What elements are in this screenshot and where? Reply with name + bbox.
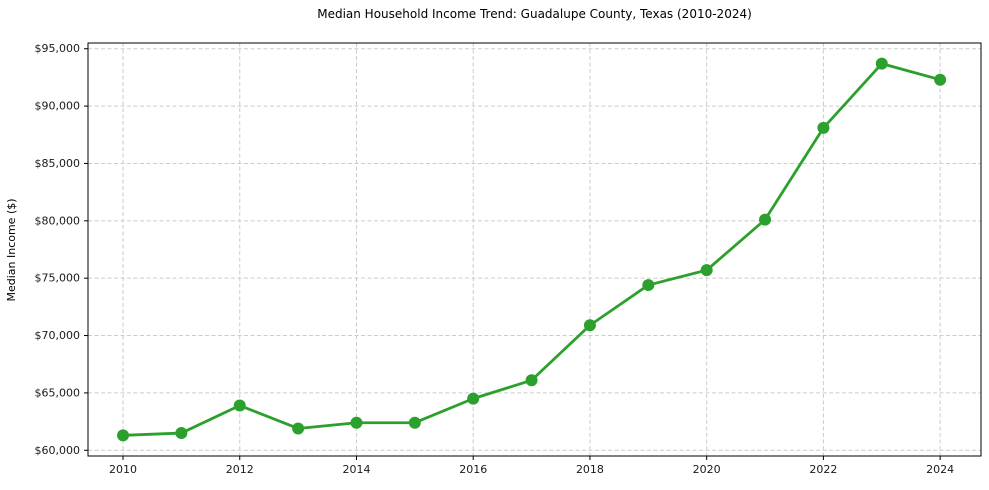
data-point — [408, 416, 421, 429]
data-point — [350, 416, 363, 429]
data-point — [642, 279, 655, 292]
y-tick-label: $85,000 — [35, 157, 81, 170]
data-point — [759, 213, 772, 226]
data-point — [583, 319, 596, 332]
y-tick-label: $95,000 — [35, 42, 81, 55]
data-point — [525, 374, 538, 387]
y-tick-label: $70,000 — [35, 329, 81, 342]
y-tick-label: $90,000 — [35, 100, 81, 113]
x-tick-label: 2022 — [809, 463, 837, 476]
data-point — [175, 427, 188, 440]
plot-frame — [87, 42, 982, 457]
x-tick-label: 2024 — [926, 463, 954, 476]
data-point — [117, 429, 130, 442]
x-tick-label: 2018 — [576, 463, 604, 476]
y-tick-label: $80,000 — [35, 214, 81, 227]
data-point — [934, 73, 947, 86]
data-point — [700, 264, 713, 277]
x-tick-label: 2016 — [459, 463, 487, 476]
x-tick-label: 2014 — [342, 463, 370, 476]
data-point — [233, 399, 246, 412]
x-tick-label: 2020 — [693, 463, 721, 476]
data-point — [292, 422, 305, 435]
y-axis-label: Median Income ($) — [5, 198, 18, 301]
data-point — [817, 121, 830, 134]
y-tick-label: $65,000 — [35, 386, 81, 399]
x-tick-label: 2012 — [226, 463, 254, 476]
data-point — [467, 392, 480, 405]
y-tick-label: $75,000 — [35, 272, 81, 285]
x-tick-label: 2010 — [109, 463, 137, 476]
data-point — [875, 57, 888, 70]
y-tick-label: $60,000 — [35, 444, 81, 457]
chart-title: Median Household Income Trend: Guadalupe… — [317, 7, 752, 21]
